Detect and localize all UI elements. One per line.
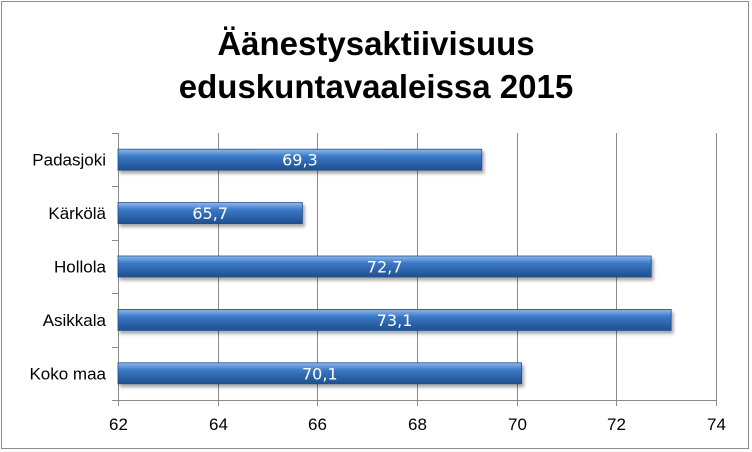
bar xyxy=(117,362,523,385)
x-tick-label: 62 xyxy=(109,415,128,434)
x-tick-label: 70 xyxy=(508,415,527,434)
x-tick-label: 72 xyxy=(607,415,626,434)
data-label: 72,7 xyxy=(367,258,403,277)
bar xyxy=(117,308,672,331)
x-tick-label: 74 xyxy=(707,415,726,434)
data-label: 70,1 xyxy=(302,364,338,383)
bar xyxy=(117,255,652,278)
bar xyxy=(117,202,303,225)
category-label: Kärkölä xyxy=(48,204,106,223)
category-label: Hollola xyxy=(54,258,107,277)
chart-title-line-1: Äänestysaktiivisuus xyxy=(217,25,535,62)
x-tick-label: 68 xyxy=(408,415,427,434)
category-label: Koko maa xyxy=(29,364,106,383)
category-label: Asikkala xyxy=(43,311,107,330)
x-tick-label: 66 xyxy=(308,415,327,434)
chart-title-line-2: eduskuntavaaleissa 2015 xyxy=(178,68,574,105)
bar xyxy=(117,148,483,171)
bars xyxy=(117,148,672,385)
data-label: 69,3 xyxy=(282,151,318,170)
data-label: 65,7 xyxy=(192,204,228,223)
category-label: Padasjoki xyxy=(32,151,106,170)
labels: 62 64 66 68 70 72 74 Padasjoki 69,3 Kärkölä 65,7 Ho… xyxy=(29,151,726,434)
x-tick-label: 64 xyxy=(209,415,228,434)
data-label: 73,1 xyxy=(377,311,413,330)
chart-title: Äänestysaktiivisuus eduskuntavaaleissa 2… xyxy=(0,22,752,108)
